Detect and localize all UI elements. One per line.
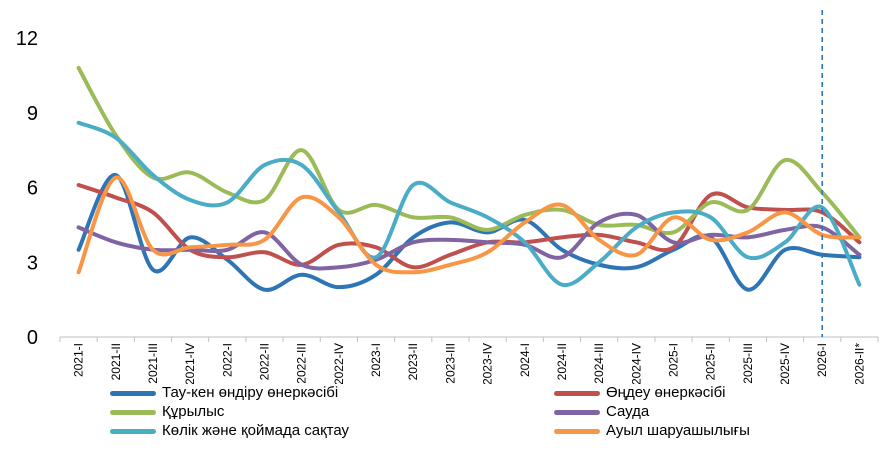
y-tick-label: 6 — [27, 178, 38, 200]
x-tick-label: 2025-I — [667, 343, 681, 377]
legend-label: Сауда — [606, 403, 650, 420]
series-line-1 — [76, 183, 862, 270]
x-tick-label: 2025-III — [741, 343, 755, 384]
legend-item-transport: Көлік және қоймада сақтау — [110, 422, 349, 440]
legend-label: Көлік және қоймада сақтау — [162, 422, 350, 439]
legend-swatch — [110, 428, 156, 434]
x-tick-label: 2022-I — [220, 343, 234, 377]
x-tick-label: 2022-IV — [332, 343, 346, 384]
series-line-5 — [76, 175, 862, 275]
x-tick-label: 2022-II — [258, 343, 272, 380]
legend-label: Құрылыс — [162, 403, 225, 420]
series-line-4 — [76, 120, 862, 288]
legend-item-construction: Құрылыс — [110, 403, 224, 421]
legend-item-agriculture: Ауыл шаруашылығы — [554, 422, 750, 440]
x-tick-label: 2025-IV — [778, 343, 792, 384]
x-tick-label: 2021-III — [146, 343, 160, 384]
line-chart: 0 3 6 9 12 2021-I 2021-II 2021-III 2021-IV 2022-… — [16, 10, 879, 384]
x-tick-label: 2024-III — [592, 343, 606, 384]
legend-item-trade: Сауда — [554, 403, 649, 421]
legend-swatch — [110, 409, 156, 415]
series-lines — [76, 65, 862, 292]
legend-item-manufacturing: Өңдеу өнеркәсібі — [554, 384, 726, 402]
legend-label: Өңдеу өнеркәсібі — [606, 384, 726, 401]
legend-item-mining: Тау-кен өндіру өнеркәсібі — [110, 384, 338, 402]
x-tick-label: 2021-I — [72, 343, 86, 377]
x-tick-label: 2024-I — [518, 343, 532, 377]
x-tick-label: 2023-I — [369, 343, 383, 377]
legend-swatch — [554, 428, 600, 434]
x-tick-label: 2026-II* — [852, 343, 866, 384]
x-tick-label: 2024-II — [555, 343, 569, 380]
x-tick-label: 2024-IV — [629, 343, 643, 384]
x-tick-label: 2023-III — [443, 343, 457, 384]
x-tick-label: 2023-IV — [481, 343, 495, 384]
legend-swatch — [554, 409, 600, 415]
x-tick-label: 2026-I — [815, 343, 829, 377]
x-tick-label: 2021-IV — [183, 343, 197, 384]
x-tick-label: 2021-II — [109, 343, 123, 380]
y-tick-label: 9 — [27, 103, 38, 125]
y-tick-label: 0 — [27, 327, 38, 349]
x-axis-ticks: 2021-I 2021-II 2021-III 2021-IV 2022-I 2022-I… — [59, 337, 879, 384]
y-axis-ticks: 0 3 6 9 12 — [16, 28, 38, 349]
legend-swatch — [110, 390, 156, 396]
x-tick-label: 2025-II — [704, 343, 718, 380]
legend-label: Ауыл шаруашылығы — [606, 422, 750, 439]
legend-swatch — [554, 390, 600, 396]
legend-label: Тау-кен өндіру өнеркәсібі — [162, 384, 339, 401]
y-tick-label: 12 — [16, 28, 38, 50]
legend: Тау-кен өндіру өнеркәсібі Өңдеу өнеркәсі… — [110, 384, 870, 466]
y-tick-label: 3 — [27, 252, 38, 274]
x-tick-label: 2023-II — [406, 343, 420, 380]
series-line-0 — [76, 173, 862, 292]
series-line-2 — [76, 65, 862, 240]
x-tick-label: 2022-III — [295, 343, 309, 384]
